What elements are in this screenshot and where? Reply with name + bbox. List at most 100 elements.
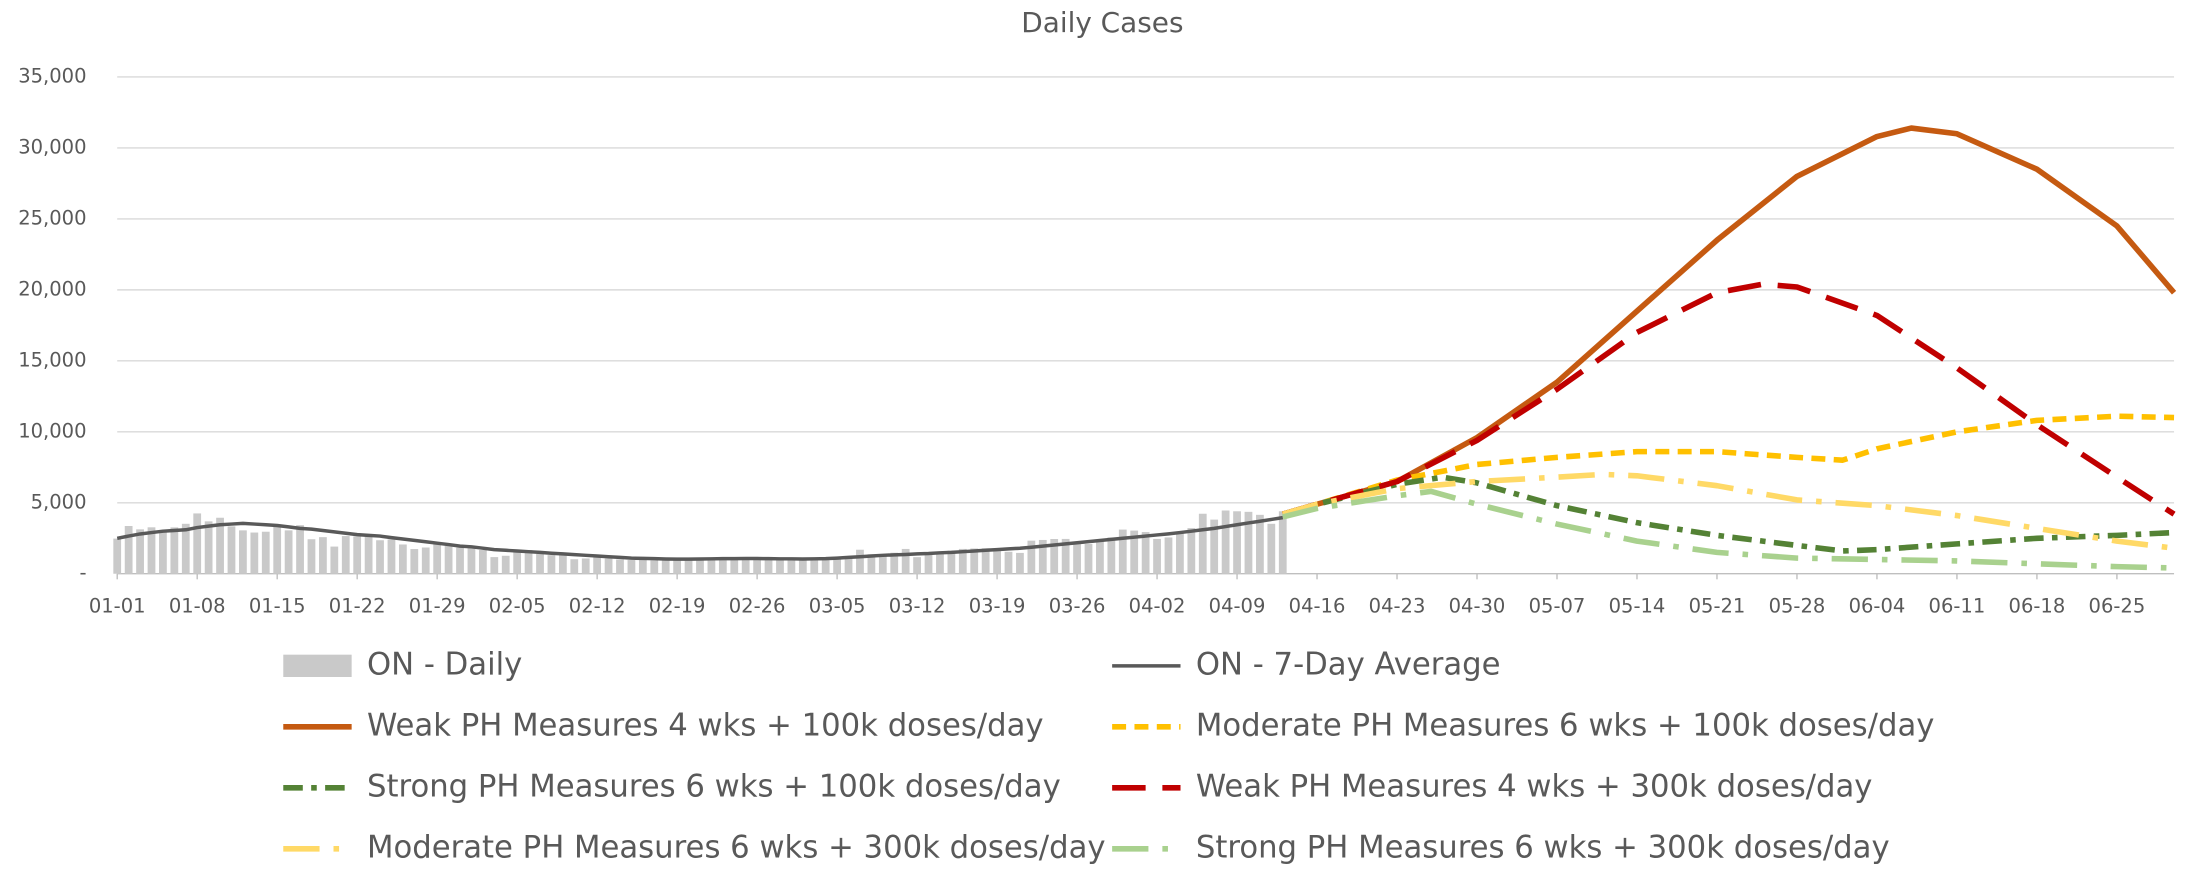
bar [1141,532,1150,574]
bar [1244,511,1253,574]
y-tick-label: 35,000 [18,64,86,87]
bar [1278,511,1287,574]
bar [524,550,533,574]
bar [913,557,921,574]
bar [273,526,282,574]
x-tick-label: 03-05 [809,595,866,618]
bar [1073,542,1081,574]
x-tick-label: 05-07 [1529,595,1586,618]
bar [593,557,602,574]
bar [307,539,316,574]
bar [1267,523,1276,574]
bar [787,560,796,574]
bar [181,523,190,574]
x-tick-label: 01-08 [169,595,226,618]
bar [718,560,727,574]
bar [467,547,476,574]
series-line [1282,488,2175,571]
y-tick-label: 25,000 [18,206,86,229]
bar [684,558,693,574]
bar [1027,540,1036,574]
bar [627,560,636,574]
bar [284,530,293,574]
bar [364,535,373,574]
bar [1118,529,1127,574]
bar [570,559,579,574]
bar [833,558,841,574]
bar [547,555,556,574]
legend-label: Weak PH Measures 4 wks + 300k doses/day [1196,769,1873,804]
bar [581,558,590,574]
legend-label: Strong PH Measures 6 wks + 100k doses/da… [367,769,1061,804]
x-tick-label: 04-16 [1289,595,1346,618]
y-tick-label: - [79,561,86,584]
x-tick-label: 01-29 [409,595,466,618]
bar [261,531,270,574]
bar [673,558,682,574]
bar [936,552,944,574]
bar [170,527,179,574]
legend-label: Weak PH Measures 4 wks + 100k doses/day [367,708,1044,743]
bar [399,544,407,574]
bar [1164,537,1173,574]
bar [890,552,899,574]
x-tick-label: 02-26 [729,595,786,618]
bar [1004,551,1013,574]
x-tick-label: 03-12 [889,595,946,618]
bar [753,557,762,574]
bar [193,513,202,574]
series-line [116,515,1284,561]
bar [513,551,522,574]
x-tick-label: 06-11 [1929,595,1986,618]
bar [216,517,224,574]
bar [204,521,213,574]
bar [604,558,613,574]
bar [147,527,156,574]
x-tick-label: 04-09 [1209,595,1266,618]
bar [159,531,167,574]
bar [558,552,567,574]
bar [901,548,910,574]
bar [433,544,442,574]
bar [1176,532,1184,574]
bar [741,558,750,574]
bar [444,545,453,574]
chart-title: Daily Cases [1021,6,1183,39]
y-tick-label: 10,000 [18,419,86,442]
bar [1187,528,1196,574]
series-line [1282,125,2177,517]
bar [707,559,716,574]
bar [113,538,122,574]
legend-label: ON - Daily [367,647,522,682]
bar [1084,544,1093,574]
x-tick-label: 01-22 [329,595,386,618]
x-tick-label: 05-21 [1689,595,1746,618]
bar [536,554,544,574]
bar [124,526,133,574]
bar [1096,540,1104,574]
bar [353,536,362,574]
bar [958,548,967,574]
legend-label: Strong PH Measures 6 wks + 300k doses/da… [1196,830,1890,865]
bar [1221,510,1230,574]
bar [661,559,670,574]
bar [1107,537,1116,574]
y-tick-label: 30,000 [18,135,86,158]
bar [501,555,510,574]
bar [227,526,236,574]
y-tick-label: 5,000 [31,490,87,513]
legend-label: Moderate PH Measures 6 wks + 100k doses/… [1196,708,1935,743]
bar [1233,511,1241,574]
bar [1198,513,1207,574]
y-tick-label: 15,000 [18,348,86,371]
x-tick-label: 06-18 [2009,595,2066,618]
x-tick-label: 04-23 [1369,595,1426,618]
bar [1061,538,1070,574]
bar [810,560,819,574]
bar [136,529,144,574]
bar [1038,539,1047,574]
bar [993,549,1001,574]
x-tick-label: 05-14 [1609,595,1666,618]
bar [638,559,647,574]
